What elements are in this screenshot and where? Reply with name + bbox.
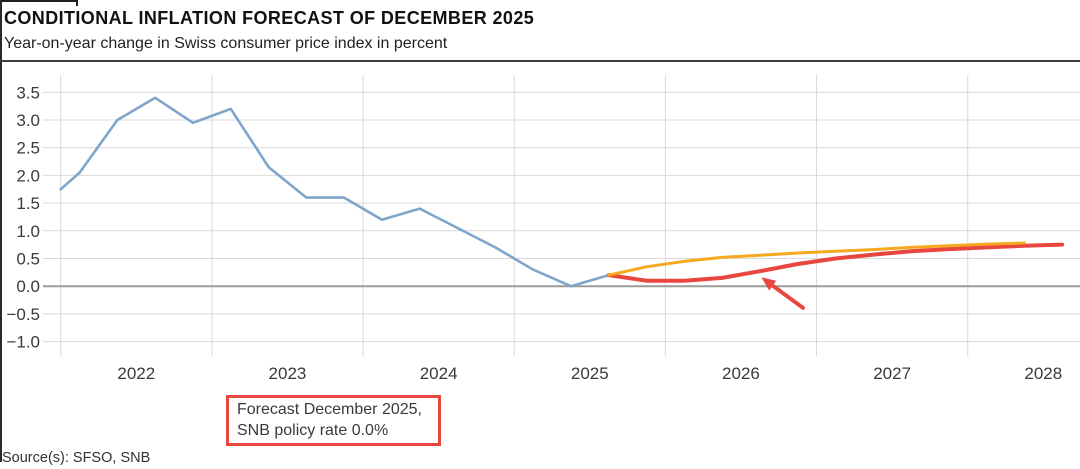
legend-highlight-box: Forecast December 2025, SNB policy rate …	[226, 395, 441, 446]
y-tick-label: 2.0	[16, 166, 40, 185]
y-tick-label: 1.0	[16, 222, 40, 241]
x-tick-label: 2027	[873, 364, 911, 383]
annotation-arrow-shaft	[768, 281, 805, 310]
chart-subtitle: Year-on-year change in Swiss consumer pr…	[4, 35, 448, 52]
series-line-forecast-september-2025	[607, 241, 1026, 277]
y-tick-label: 1.5	[16, 194, 40, 213]
x-tick-label: 2025	[571, 364, 609, 383]
top-border-fragment	[0, 0, 77, 2]
x-tick-label: 2026	[722, 364, 760, 383]
legend-label-forecast-december-line2: SNB policy rate 0.0%	[237, 422, 389, 439]
x-tick-label: 2022	[117, 364, 155, 383]
top-border-stub	[76, 0, 78, 6]
y-tick-label: 3.5	[16, 83, 40, 102]
left-border-line	[0, 0, 2, 462]
source-note: Source(s): SFSO, SNB	[2, 450, 151, 466]
y-tick-label: 0.5	[16, 250, 40, 269]
y-tick-label: 2.5	[16, 139, 40, 158]
header-separator-rule	[0, 60, 1080, 62]
series-line-inflation	[59, 96, 611, 288]
x-tick-label: 2024	[420, 364, 458, 383]
chart-legend: Inflation Forecast December 2025, SNB po…	[0, 393, 1080, 449]
legend-label-forecast-december-line1: Forecast December 2025,	[237, 401, 422, 418]
series-line-forecast-december-2025	[606, 242, 1065, 283]
annotation-arrow-head	[761, 277, 777, 291]
y-tick-label: −1.0	[6, 333, 40, 352]
y-tick-label: −0.5	[6, 305, 40, 324]
x-tick-label: 2028	[1024, 364, 1062, 383]
x-tick-label: 2023	[269, 364, 307, 383]
chart-title: CONDITIONAL INFLATION FORECAST OF DECEMB…	[4, 8, 535, 28]
y-tick-label: 3.0	[16, 111, 40, 130]
y-tick-label: 0.0	[16, 277, 40, 296]
